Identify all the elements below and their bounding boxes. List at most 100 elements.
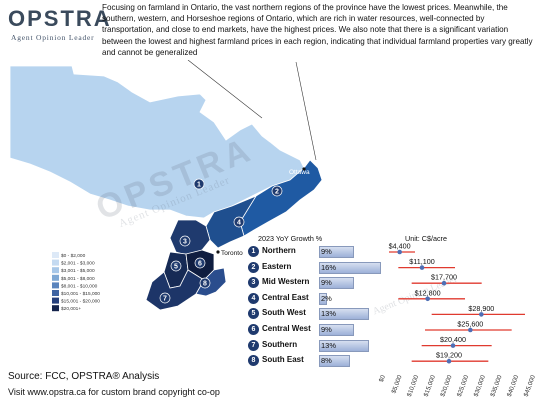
region-name: Central East xyxy=(262,292,309,302)
legend-swatch xyxy=(52,305,59,312)
price-label: $17,700 xyxy=(431,273,457,282)
region-number-7: 7 xyxy=(163,296,167,303)
legend-swatch xyxy=(52,267,59,274)
legend-label: $3,001 - $5,000 xyxy=(61,268,95,274)
region-name: Northern xyxy=(262,246,296,255)
price-label: $20,400 xyxy=(440,335,466,344)
logo-tagline: Agent Opinion Leader xyxy=(11,33,95,42)
region-number-8: 8 xyxy=(203,281,207,288)
logo-wordmark: OPSTRA xyxy=(8,6,112,31)
intro-paragraph: Focusing on farmland in Ontario, the vas… xyxy=(102,3,533,57)
median-price-marker xyxy=(479,312,484,317)
region-northern xyxy=(9,65,305,219)
growth-bar xyxy=(319,339,370,352)
growth-value: 2% xyxy=(321,293,332,303)
map-legend: $0 - $2,000 $2,001 - $3,000$3,001 - $5,00… xyxy=(52,252,100,312)
region-row: 5 South West 13% xyxy=(248,307,388,321)
region-number-badge: 7 xyxy=(248,339,259,351)
unit-header: Unit: C$/acre xyxy=(405,234,447,243)
price-label: $25,600 xyxy=(457,320,483,329)
region-eastern xyxy=(239,159,323,237)
growth-value: 8% xyxy=(321,356,332,366)
x-tick-label: $15,000 xyxy=(423,374,437,398)
region-number-badge: 4 xyxy=(248,292,259,304)
legend-label: $15,001 - $20,000 xyxy=(61,299,100,305)
legend-label: $20,001+ xyxy=(61,306,81,312)
legend-swatch xyxy=(52,274,59,281)
x-tick-label: $10,000 xyxy=(406,374,420,398)
legend-label: $10,001 - $15,000 xyxy=(61,291,100,297)
region-row: 8 South East 8% xyxy=(248,354,388,368)
price-label: $28,900 xyxy=(468,304,494,313)
opstra-logo: OPSTRA Agent Opinion Leader xyxy=(8,6,110,46)
growth-bar xyxy=(319,261,381,274)
legend-label: $8,001 - $10,000 xyxy=(61,283,98,289)
region-number-1: 1 xyxy=(197,182,201,189)
region-row: 6 Central West 9% xyxy=(248,323,388,337)
region-number-badge: 2 xyxy=(248,261,259,273)
x-tick-label: $40,000 xyxy=(506,374,520,398)
region-number-5: 5 xyxy=(174,264,178,271)
zoom-line-left xyxy=(187,60,263,119)
legend-swatch xyxy=(52,297,59,304)
median-price-marker xyxy=(468,327,473,333)
region-number-badge: 5 xyxy=(248,308,259,320)
legend-swatch xyxy=(52,290,59,296)
zoom-line-right xyxy=(295,61,317,161)
region-number-2: 2 xyxy=(275,189,279,196)
city-label-toronto: Toronto xyxy=(221,250,243,257)
median-price-marker xyxy=(441,280,447,286)
region-number-3: 3 xyxy=(183,239,187,246)
region-south-east xyxy=(195,267,227,297)
legend-label: $2,001 - $3,000 xyxy=(61,261,95,267)
growth-bar xyxy=(319,246,354,258)
legend-swatch xyxy=(52,259,59,266)
price-label: $11,100 xyxy=(409,257,434,266)
growth-value: 13% xyxy=(321,340,337,350)
x-tick-label: $30,000 xyxy=(473,374,487,398)
median-price-marker xyxy=(419,265,425,270)
ontario-map: 1 2 3 4 5 6 7 8 Ottawa Toronto $0 - $2,0… xyxy=(9,60,323,312)
growth-bar xyxy=(319,292,327,305)
region-row: 3 Mid Western 9% xyxy=(248,276,388,290)
region-name: Mid Western xyxy=(262,277,310,287)
region-name: South West xyxy=(262,308,306,318)
legend-label: $0 - $2,000 xyxy=(61,253,86,259)
growth-bar xyxy=(319,277,354,290)
x-tick-label: $0 xyxy=(378,374,387,383)
region-number-badge: 6 xyxy=(248,324,259,335)
growth-bar xyxy=(319,308,370,321)
growth-value: 9% xyxy=(321,325,332,334)
city-label-ottawa: Ottawa xyxy=(289,169,310,176)
region-markers: 1 2 3 4 5 6 7 8 xyxy=(159,178,283,304)
growth-bar xyxy=(319,324,354,336)
region-row: 2 Eastern 16% xyxy=(248,261,388,275)
region-row: 4 Central East 2% xyxy=(248,292,388,306)
region-number-badge: 8 xyxy=(248,355,259,367)
region-row: 1 Northern 9% xyxy=(248,245,388,259)
legend-swatch xyxy=(52,282,59,289)
growth-value: 16% xyxy=(321,262,337,272)
legend-label: $5,001 - $8,000 xyxy=(61,276,95,282)
x-tick-label: $20,000 xyxy=(439,374,453,398)
legend-swatch xyxy=(52,252,59,258)
growth-value: 9% xyxy=(321,247,332,256)
x-tick-label: $5,000 xyxy=(390,374,403,395)
website-note: Visit www.opstra.ca for custom brand cop… xyxy=(8,387,220,397)
x-tick-label: $45,000 xyxy=(523,374,537,398)
region-row: 7 Southern 13% xyxy=(248,339,388,353)
region-name: Eastern xyxy=(262,261,292,271)
median-price-marker xyxy=(397,249,402,255)
region-number-4: 4 xyxy=(237,220,241,227)
region-number-6: 6 xyxy=(198,261,202,268)
region-name: Southern xyxy=(262,339,298,349)
region-name: South East xyxy=(262,355,304,365)
median-price-marker xyxy=(446,358,452,364)
region-number-badge: 1 xyxy=(248,246,259,257)
growth-bar xyxy=(319,355,350,368)
median-price-marker xyxy=(450,343,456,348)
region-number-badge: 3 xyxy=(248,277,259,289)
price-label: $12,800 xyxy=(415,288,441,297)
median-price-marker xyxy=(425,296,430,302)
price-label: $4,400 xyxy=(389,242,411,251)
